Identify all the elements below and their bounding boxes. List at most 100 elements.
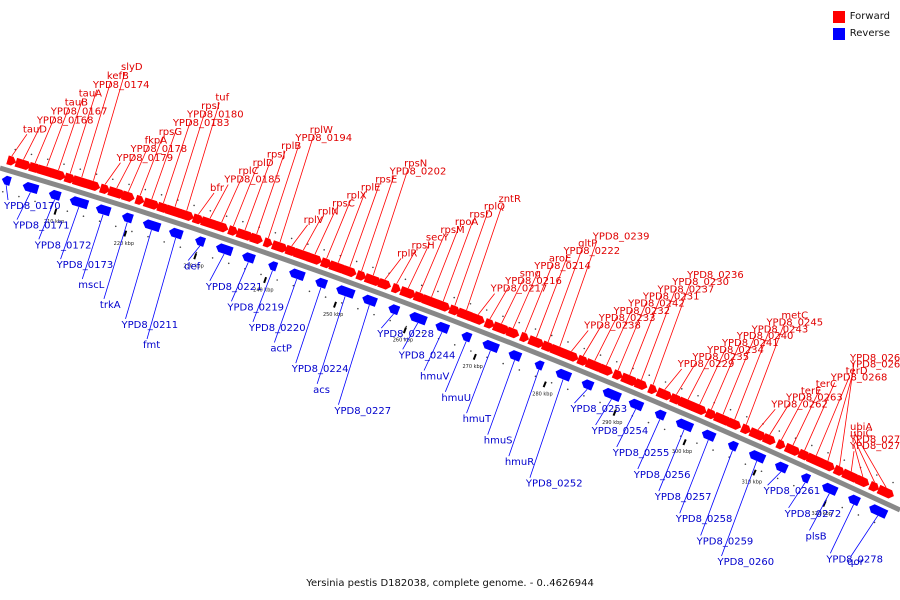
reverse-gene-block[interactable] — [773, 460, 789, 474]
gene-label[interactable]: terC — [816, 379, 837, 390]
forward-gene-block[interactable] — [611, 369, 625, 381]
gene-label[interactable]: rpsH — [412, 240, 435, 251]
gene-label[interactable]: ubiA — [850, 422, 872, 433]
gene-label[interactable]: tauA — [79, 89, 102, 100]
gene-label[interactable]: YPD8_0270 — [849, 441, 900, 452]
gene-label[interactable]: YPD8_0217 — [490, 284, 548, 295]
forward-gene-block[interactable] — [775, 439, 787, 451]
reverse-gene-block[interactable] — [867, 503, 889, 519]
gene-label[interactable]: YPD8_0185 — [223, 175, 281, 186]
forward-gene-block[interactable] — [319, 257, 333, 269]
gene-label[interactable]: rpsD — [469, 209, 493, 220]
reverse-gene-block[interactable] — [554, 367, 573, 382]
gene-label[interactable]: YPD8_0257 — [654, 492, 712, 503]
gene-label[interactable]: metC — [781, 311, 808, 322]
gene-label[interactable]: rplV — [304, 215, 324, 226]
forward-gene-block[interactable] — [85, 179, 101, 192]
gene-label[interactable]: tauB — [65, 97, 88, 108]
reverse-gene-block[interactable] — [601, 386, 622, 402]
gene-label[interactable]: YPD8_0269 — [849, 353, 900, 364]
forward-gene-block[interactable] — [292, 247, 314, 263]
gene-label[interactable]: YPD8_0179 — [115, 153, 173, 164]
gene-label[interactable]: YPD8_0219 — [226, 302, 284, 313]
forward-gene-block[interactable] — [6, 155, 17, 166]
gene-label[interactable]: rpsE — [375, 174, 397, 185]
reverse-gene-block[interactable] — [627, 397, 645, 412]
reverse-gene-block[interactable] — [580, 378, 595, 391]
forward-gene-block[interactable] — [306, 252, 323, 266]
reverse-gene-block[interactable] — [68, 195, 90, 210]
forward-gene-block[interactable] — [540, 340, 555, 354]
gene-label[interactable]: terE — [801, 386, 822, 397]
gene-label[interactable]: plsB — [805, 531, 826, 542]
forward-gene-block[interactable] — [399, 286, 417, 300]
gene-label[interactable]: YPD8_0211 — [121, 320, 179, 331]
gene-label[interactable]: YPD8_0244 — [398, 350, 456, 361]
gene-label[interactable]: slyD — [121, 62, 143, 73]
gene-label[interactable]: hmuR — [505, 457, 534, 468]
reverse-gene-block[interactable] — [48, 189, 62, 201]
gene-label[interactable]: rplQ — [484, 202, 505, 213]
forward-gene-block[interactable] — [549, 343, 570, 359]
forward-gene-block[interactable] — [620, 372, 639, 388]
forward-gene-block[interactable] — [200, 216, 220, 230]
reverse-gene-block[interactable] — [267, 260, 279, 272]
reverse-gene-block[interactable] — [481, 338, 500, 354]
reverse-gene-block[interactable] — [1, 175, 12, 186]
gene-label[interactable]: YPD8_0183 — [172, 118, 230, 129]
reverse-gene-block[interactable] — [726, 439, 739, 452]
gene-label[interactable]: YPD8_0236 — [686, 270, 744, 281]
gene-label[interactable]: fkpA — [145, 135, 168, 146]
gene-label[interactable]: YPD8_0256 — [633, 470, 691, 481]
gene-label[interactable]: actP — [270, 343, 292, 354]
gene-label[interactable]: trkA — [100, 300, 121, 311]
reverse-gene-block[interactable] — [507, 349, 523, 362]
gene-label[interactable]: YPD8_0255 — [612, 448, 670, 459]
reverse-gene-block[interactable] — [314, 276, 329, 289]
gene-label[interactable]: kefB — [107, 71, 129, 82]
forward-gene-block[interactable] — [527, 335, 545, 349]
reverse-gene-block[interactable] — [215, 242, 234, 257]
reverse-gene-block[interactable] — [168, 227, 184, 240]
forward-gene-block[interactable] — [377, 278, 392, 291]
forward-gene-block[interactable] — [191, 213, 205, 225]
gene-label[interactable]: rplX — [347, 190, 367, 201]
gene-label[interactable]: aroE — [549, 253, 571, 264]
forward-gene-block[interactable] — [712, 411, 733, 427]
reverse-gene-block[interactable] — [408, 311, 428, 326]
reverse-gene-block[interactable] — [747, 448, 767, 464]
gene-label[interactable]: YPD8_0227 — [333, 406, 391, 417]
reverse-gene-block[interactable] — [241, 251, 256, 264]
gene-label[interactable]: gltP — [578, 239, 597, 250]
gene-label[interactable]: YPD8_0263 — [785, 393, 843, 404]
forward-gene-block[interactable] — [669, 393, 684, 406]
reverse-gene-block[interactable] — [460, 330, 473, 343]
forward-gene-block[interactable] — [739, 423, 753, 436]
gene-label[interactable]: ubiC — [850, 428, 872, 439]
gene-label[interactable]: YPD8_0228 — [376, 329, 434, 340]
gene-label[interactable]: YPD8_0232 — [612, 306, 670, 317]
gene-label[interactable]: smg — [520, 268, 541, 279]
gene-label[interactable]: YPD8_0221 — [205, 282, 263, 293]
reverse-gene-block[interactable] — [95, 203, 112, 217]
gene-label[interactable]: def — [184, 261, 201, 272]
forward-gene-block[interactable] — [213, 220, 230, 234]
forward-gene-block[interactable] — [491, 321, 511, 336]
forward-gene-block[interactable] — [390, 283, 403, 295]
gene-label[interactable]: YPD8_0242 — [627, 299, 685, 310]
gene-label[interactable]: YPD8_0168 — [36, 115, 94, 126]
gene-label[interactable]: bfr — [210, 183, 225, 194]
forward-gene-block[interactable] — [134, 194, 145, 206]
gene-label[interactable]: zntR — [498, 194, 521, 205]
gene-label[interactable]: rpsM — [440, 225, 464, 236]
gene-label[interactable]: YPD8_0241 — [721, 338, 779, 349]
gene-label[interactable]: YPD8_0224 — [291, 364, 349, 375]
forward-gene-block[interactable] — [805, 452, 827, 469]
gene-label[interactable]: tauD — [23, 124, 47, 135]
forward-gene-block[interactable] — [584, 358, 605, 373]
reverse-gene-block[interactable] — [820, 481, 839, 496]
forward-gene-block[interactable] — [783, 442, 802, 458]
gene-label[interactable]: rplC — [238, 166, 258, 177]
forward-gene-block[interactable] — [120, 190, 136, 204]
forward-gene-block[interactable] — [421, 294, 442, 309]
